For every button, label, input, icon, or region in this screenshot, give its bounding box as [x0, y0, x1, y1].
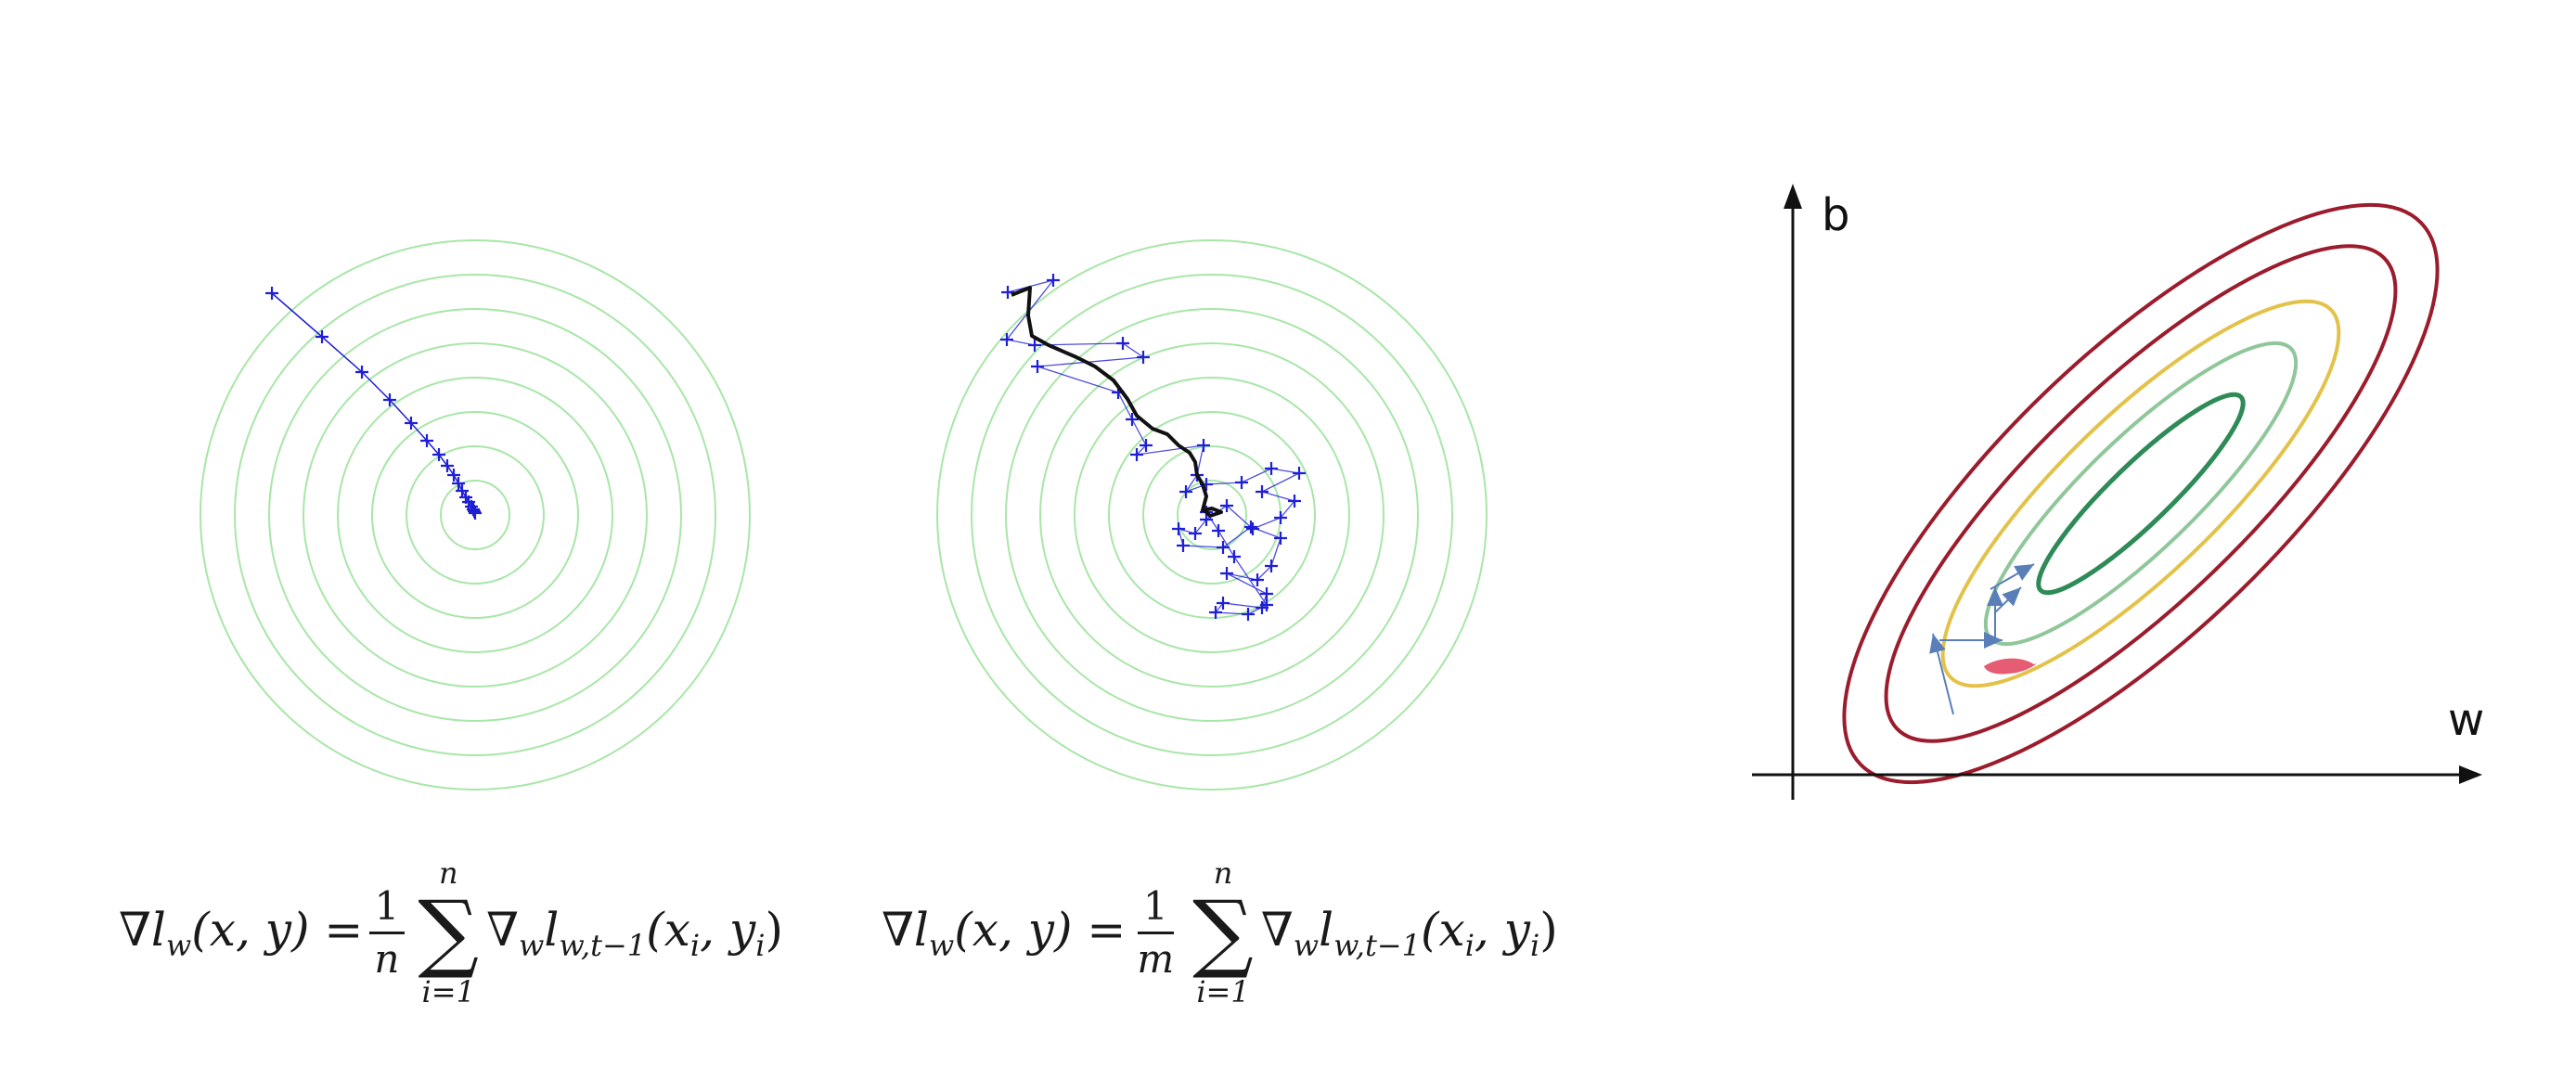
step-marker — [1265, 559, 1278, 572]
contour-circle — [1074, 377, 1350, 653]
formula-full-batch-gradient: ∇lw(x, y) = 1 n n ∑ i=1 ∇wlw,t−1(xi, yi) — [119, 854, 783, 1011]
step-marker — [405, 417, 418, 430]
step-marker — [1274, 511, 1287, 524]
formula-lhs: ∇lw(x, y) = — [882, 902, 1127, 963]
step-marker — [1047, 274, 1060, 287]
step-marker — [1217, 597, 1230, 610]
step-marker — [355, 366, 368, 379]
gradient-descent-path-full-batch — [265, 287, 482, 520]
step-marker — [447, 469, 460, 482]
step-marker — [265, 287, 278, 300]
contour-circle — [440, 480, 510, 550]
summation-symbol: n ∑ i=1 — [1192, 855, 1254, 1009]
step-marker — [1140, 439, 1153, 452]
step-marker — [1126, 413, 1139, 426]
formula-lhs: ∇lw(x, y) = — [119, 902, 364, 963]
step-marker — [1001, 286, 1014, 299]
step-marker — [1244, 521, 1257, 534]
step-marker — [1220, 567, 1233, 580]
step-marker — [1293, 467, 1306, 480]
step-marker — [1197, 439, 1210, 452]
step-marker — [1137, 351, 1150, 364]
step-arrowhead — [1984, 632, 2003, 649]
contour-circle — [1177, 480, 1247, 550]
contour-circle — [371, 411, 579, 619]
step-marker — [1246, 522, 1259, 535]
step-marker — [1179, 485, 1192, 498]
gradient-descent-path-mini-batch — [1000, 274, 1306, 621]
step-marker — [1031, 360, 1044, 373]
step-marker — [469, 507, 482, 520]
contour-circle — [1108, 411, 1316, 619]
contour-ellipse — [2036, 392, 2246, 596]
step-marker — [1000, 333, 1013, 346]
step-marker — [1212, 524, 1225, 537]
step-marker — [420, 434, 433, 447]
x-axis-arrowhead — [2459, 765, 2482, 784]
step-arrowhead — [2014, 564, 2034, 581]
ellipse-contour-plot: b w — [1752, 184, 2484, 800]
formula-rhs: ∇wlw,t−1(xi, yi) — [1260, 902, 1558, 963]
formula-fraction: 1 n — [368, 886, 406, 979]
summation-symbol: n ∑ i=1 — [418, 855, 480, 1009]
step-marker — [1028, 339, 1041, 352]
step-marker — [316, 330, 328, 343]
step-marker — [1235, 476, 1248, 489]
step-marker — [1220, 499, 1233, 512]
contour-circle — [234, 274, 716, 756]
averaged-path-line — [1011, 286, 1223, 518]
contour-ellipse — [1940, 299, 2341, 688]
step-marker — [383, 393, 396, 406]
step-marker — [1260, 598, 1273, 611]
y-axis-label: b — [1822, 189, 1849, 241]
step-arrowhead — [1929, 634, 1946, 654]
contour-circle — [303, 342, 648, 688]
formula-mini-batch-gradient: ∇lw(x, y) = 1 m n ∑ i=1 ∇wlw,t−1(xi, yi) — [882, 854, 1558, 1011]
elliptical-contours — [1842, 202, 2440, 785]
contour-circle — [337, 377, 613, 653]
step-marker — [1274, 532, 1287, 545]
step-marker — [1130, 448, 1143, 461]
contour-circle — [406, 445, 545, 585]
step-marker — [1116, 337, 1129, 350]
contour-ellipse — [1884, 244, 2398, 743]
step-marker — [452, 477, 465, 490]
step-marker — [1265, 462, 1278, 475]
step-arrowhead — [2002, 587, 2021, 607]
contour-circles-full-batch — [200, 239, 751, 791]
contour-circle — [971, 274, 1453, 756]
step-marker — [1288, 495, 1301, 508]
step-marker — [1256, 485, 1269, 498]
step-marker — [1172, 522, 1185, 535]
step-marker — [1251, 573, 1264, 586]
contour-circle — [1005, 308, 1419, 722]
step-marker — [1260, 587, 1273, 600]
contour-circle — [936, 239, 1488, 791]
contour-circle — [268, 308, 682, 722]
formula-rhs: ∇wlw,t−1(xi, yi) — [486, 902, 783, 963]
step-arrowhead — [1987, 587, 2003, 606]
step-marker — [1228, 550, 1241, 563]
contour-ellipse — [1983, 341, 2299, 647]
contour-ellipse — [1842, 202, 2440, 785]
step-marker — [1217, 541, 1230, 554]
step-marker — [432, 448, 445, 461]
x-axis-label: w — [2448, 694, 2484, 746]
optimization-path-arrows — [1929, 563, 2037, 715]
step-marker — [1177, 539, 1190, 552]
stochastic-path-line — [1005, 278, 1302, 615]
step-marker — [1189, 527, 1202, 540]
step-marker — [1209, 606, 1222, 619]
starting-point-blob — [1984, 658, 2037, 675]
step-marker — [1242, 608, 1255, 621]
formula-fraction: 1 m — [1137, 882, 1175, 982]
contour-circle — [1039, 342, 1385, 688]
y-axis-arrowhead — [1784, 184, 1802, 209]
contour-circles-mini-batch — [936, 239, 1488, 791]
step-marker — [441, 459, 454, 472]
contour-circle — [200, 239, 751, 791]
